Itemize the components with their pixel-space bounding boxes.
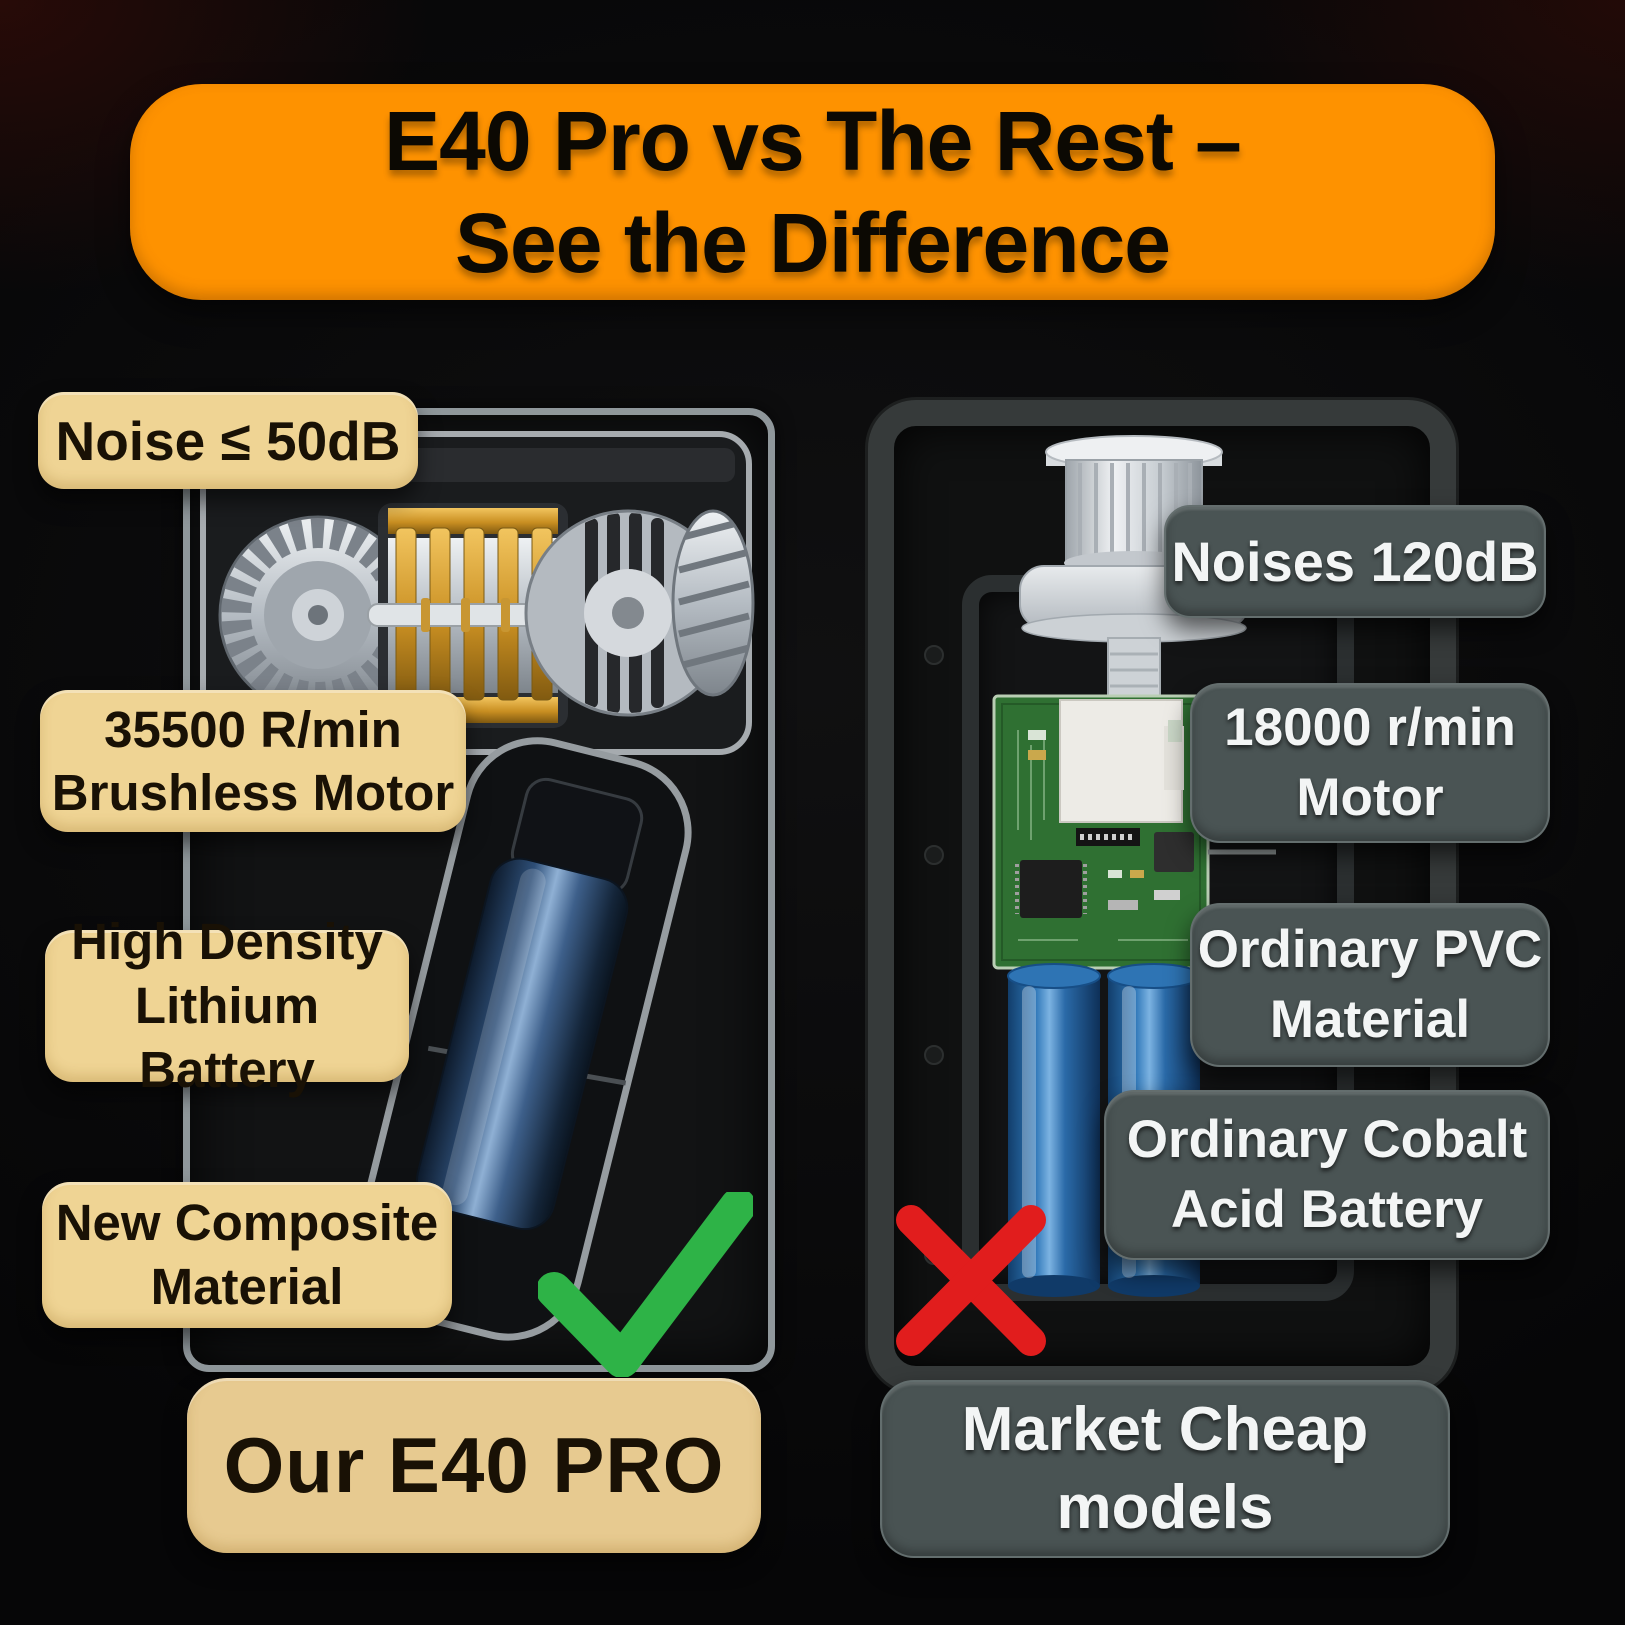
left-spec-label-motor: 35500 R/min Brushless Motor [40, 690, 466, 832]
header-banner: E40 Pro vs The Rest – See the Difference [130, 84, 1495, 300]
title-line-2: See the Difference [455, 196, 1171, 290]
panel-rivets [924, 645, 944, 1265]
check-icon [538, 1192, 753, 1377]
left-spec-label-battery: High Density Lithium Battery [45, 913, 409, 1098]
right-product-name-label: Market Cheap models [880, 1380, 1450, 1558]
left-spec-label-material: New Composite Material [42, 1182, 452, 1328]
ic-chip [1020, 860, 1082, 918]
right-spec-label-material: Ordinary PVC Material [1190, 903, 1550, 1067]
white-module [1059, 699, 1183, 823]
pcb-illustration [992, 694, 1276, 970]
left-spec-label-noise: Noise ≤ 50dB [38, 392, 418, 489]
right-spec-label-battery: Ordinary Cobalt Acid Battery [1104, 1090, 1550, 1260]
right-spec-label-motor: 18000 r/min Motor [1190, 683, 1550, 843]
lithium-battery [416, 857, 629, 1231]
x-icon [896, 1205, 1046, 1356]
right-spec-label-noise: Noises 120dB [1164, 505, 1546, 618]
left-product-name-label: Our E40 PRO [187, 1378, 761, 1553]
title-line-1: E40 Pro vs The Rest – [384, 94, 1242, 188]
